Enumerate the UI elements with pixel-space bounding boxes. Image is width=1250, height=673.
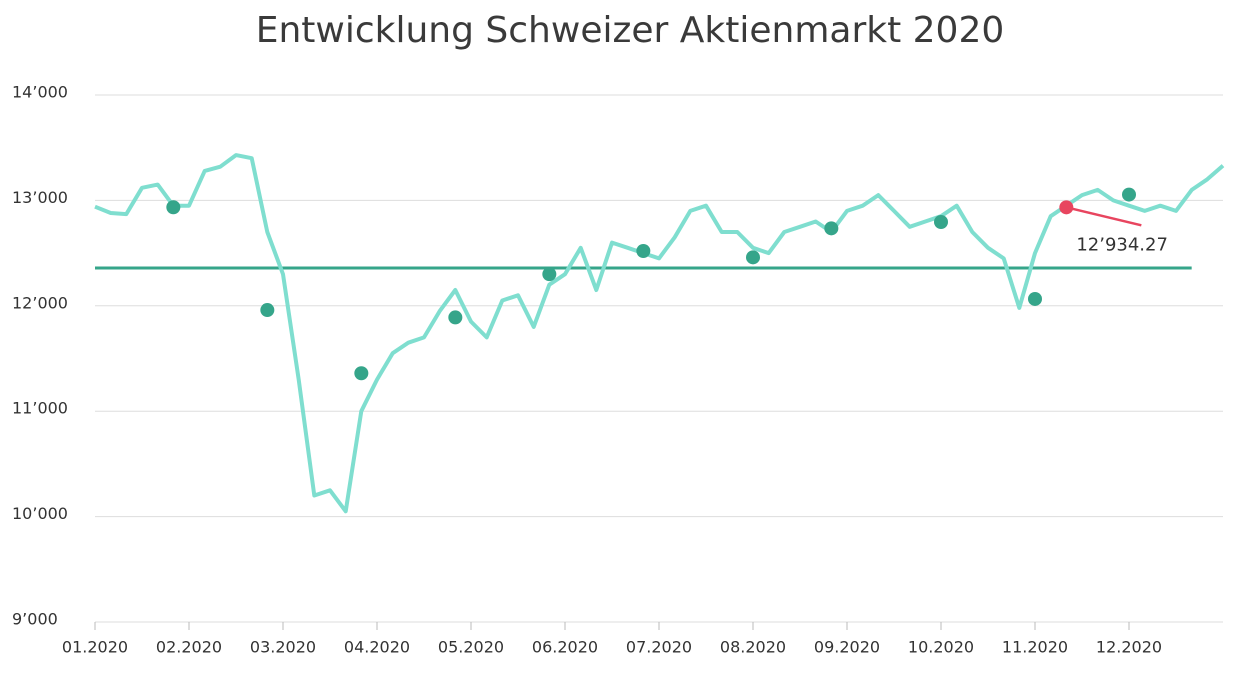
month-marker <box>636 243 651 258</box>
month-marker <box>934 215 948 230</box>
x-tick-label: 04.2020 <box>344 638 410 657</box>
month-marker <box>542 267 557 282</box>
x-tick-label: 05.2020 <box>438 638 504 657</box>
month-marker <box>260 303 275 318</box>
x-tick-label: 12.2020 <box>1096 638 1162 657</box>
y-tick-label: 11’000 <box>12 399 68 418</box>
month-marker <box>1122 187 1136 202</box>
month-marker <box>746 250 760 265</box>
x-tick-label: 01.2020 <box>62 638 128 657</box>
y-tick-label: 9’000 <box>12 610 58 629</box>
x-tick-label: 06.2020 <box>532 638 598 657</box>
x-tick-label: 10.2020 <box>908 638 974 657</box>
y-tick-label: 12’000 <box>12 293 68 312</box>
month-marker <box>354 366 369 381</box>
x-tick-label: 02.2020 <box>156 638 222 657</box>
index-line <box>94 153 1225 514</box>
y-tick-label: 14’000 <box>12 83 68 102</box>
x-tick-label: 08.2020 <box>720 638 786 657</box>
y-tick-label: 13’000 <box>12 188 68 207</box>
chart-title: Entwicklung Schweizer Aktienmarkt 2020 <box>256 10 1005 51</box>
annotation-point <box>1059 200 1074 215</box>
annotation-leader <box>1066 206 1142 227</box>
x-tick-label: 09.2020 <box>814 638 880 657</box>
x-tick-label: 03.2020 <box>250 638 316 657</box>
month-marker <box>1028 291 1042 306</box>
x-tick-label: 07.2020 <box>626 638 692 657</box>
y-tick-label: 10’000 <box>12 504 68 523</box>
month-marker <box>448 310 463 325</box>
annotation-label: 12’934.27 <box>1076 234 1168 255</box>
month-marker <box>166 200 181 215</box>
x-tick-label: 11.2020 <box>1002 638 1068 657</box>
month-marker <box>824 221 839 236</box>
